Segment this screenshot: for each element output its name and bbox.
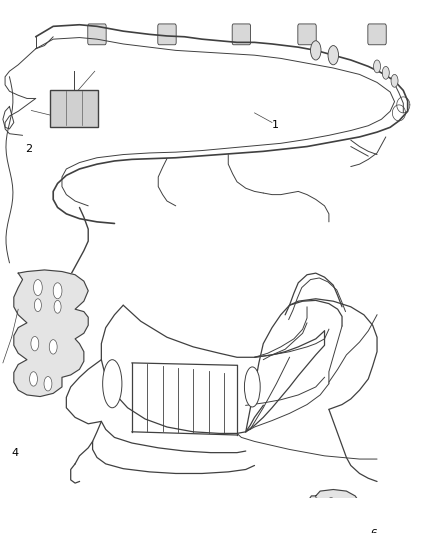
Polygon shape	[14, 270, 88, 397]
Circle shape	[326, 522, 334, 533]
Circle shape	[54, 301, 61, 313]
Circle shape	[29, 372, 37, 386]
Circle shape	[34, 299, 41, 312]
Circle shape	[326, 497, 335, 513]
Circle shape	[381, 67, 389, 79]
Circle shape	[33, 279, 42, 296]
Circle shape	[373, 60, 380, 73]
Circle shape	[390, 75, 397, 87]
Circle shape	[327, 45, 338, 65]
Text: 3: 3	[71, 104, 78, 114]
FancyBboxPatch shape	[88, 24, 106, 45]
Ellipse shape	[102, 360, 122, 408]
Text: 6: 6	[370, 529, 377, 533]
FancyBboxPatch shape	[367, 24, 385, 45]
Text: 1: 1	[272, 120, 279, 130]
Ellipse shape	[244, 367, 260, 407]
FancyBboxPatch shape	[157, 24, 176, 45]
Text: 2: 2	[25, 144, 32, 154]
Polygon shape	[306, 489, 359, 533]
Circle shape	[31, 336, 39, 351]
Circle shape	[49, 340, 57, 354]
FancyBboxPatch shape	[232, 24, 250, 45]
Circle shape	[53, 283, 62, 299]
FancyBboxPatch shape	[50, 90, 98, 126]
Circle shape	[44, 376, 52, 391]
Text: 4: 4	[12, 448, 19, 458]
Circle shape	[310, 41, 320, 60]
FancyBboxPatch shape	[297, 24, 315, 45]
